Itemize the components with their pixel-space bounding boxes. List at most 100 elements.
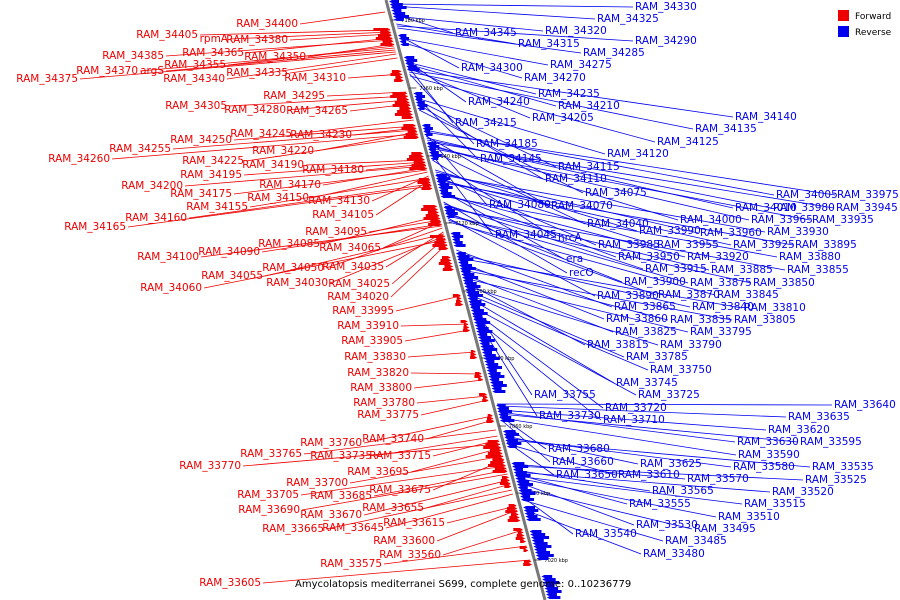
reverse-gene-feature[interactable] [440,195,456,198]
reverse-gene-feature[interactable] [413,92,423,95]
forward-gene-feature[interactable] [423,184,432,187]
gene-label-ram-34310[interactable]: RAM_34310 [284,72,346,84]
forward-gene-feature[interactable] [507,507,518,510]
gene-label-ram-34020[interactable]: RAM_34020 [327,291,389,303]
gene-label-ram-34210[interactable]: RAM_34210 [558,100,620,112]
forward-gene-feature[interactable] [380,31,392,34]
gene-label-ram-33845[interactable]: RAM_33845 [717,289,779,301]
reverse-gene-feature[interactable] [389,0,399,3]
forward-gene-feature[interactable] [508,504,517,507]
forward-gene-feature[interactable] [411,164,427,167]
gene-label-ram-34180[interactable]: RAM_34180 [302,164,364,176]
forward-gene-feature[interactable] [500,479,510,482]
reverse-gene-feature[interactable] [514,474,531,477]
gene-label-ram-34385[interactable]: RAM_34385 [102,50,164,62]
forward-gene-feature[interactable] [421,187,433,190]
reverse-gene-feature[interactable] [488,375,505,378]
reverse-gene-feature[interactable] [471,312,488,315]
reverse-gene-feature[interactable] [466,291,480,294]
gene-label-ram-34365[interactable]: RAM_34365 [182,47,244,59]
reverse-gene-feature[interactable] [391,9,402,12]
gene-label-args[interactable]: argS [140,65,164,77]
reverse-gene-feature[interactable] [496,407,509,410]
reverse-gene-feature[interactable] [427,145,440,148]
reverse-gene-feature[interactable] [485,363,499,366]
reverse-gene-feature[interactable] [430,157,439,160]
forward-gene-feature[interactable] [438,262,453,265]
forward-gene-feature[interactable] [470,353,477,356]
reverse-gene-feature[interactable] [463,282,477,285]
reverse-gene-feature[interactable] [429,151,439,154]
reverse-gene-feature[interactable] [415,98,423,101]
gene-label-ram-33670[interactable]: RAM_33670 [300,509,362,521]
reverse-gene-feature[interactable] [497,410,512,413]
reverse-gene-feature[interactable] [524,512,535,515]
reverse-gene-feature[interactable] [511,462,525,465]
reverse-gene-feature[interactable] [462,276,479,279]
forward-gene-feature[interactable] [523,549,529,552]
reverse-gene-feature[interactable] [469,303,486,306]
reverse-gene-feature[interactable] [492,390,506,393]
gene-label-ram-34070[interactable]: RAM_34070 [551,200,613,212]
forward-gene-feature[interactable] [505,510,519,513]
gene-label-ram-34370[interactable]: RAM_34370 [76,65,138,77]
gene-label-ram-33480[interactable]: RAM_33480 [643,548,705,560]
reverse-gene-feature[interactable] [435,174,447,177]
gene-label-ram-33720[interactable]: RAM_33720 [605,402,667,414]
gene-label-ram-33925[interactable]: RAM_33925 [733,239,795,251]
forward-gene-feature[interactable] [490,461,506,464]
gene-label-ram-34230[interactable]: RAM_34230 [290,129,352,141]
gene-label-ram-34325[interactable]: RAM_34325 [597,13,659,25]
forward-gene-feature[interactable] [407,130,418,133]
reverse-gene-feature[interactable] [426,142,437,145]
gene-label-ram-34065[interactable]: RAM_34065 [319,242,381,254]
forward-gene-feature[interactable] [483,446,502,449]
reverse-gene-feature[interactable] [496,404,506,407]
reverse-gene-feature[interactable] [474,321,491,324]
reverse-gene-feature[interactable] [489,378,500,381]
gene-label-ram-33590[interactable]: RAM_33590 [738,449,800,461]
forward-gene-feature[interactable] [474,375,483,378]
gene-label-ram-33905[interactable]: RAM_33905 [341,335,403,347]
gene-label-ram-34200[interactable]: RAM_34200 [121,180,183,192]
gene-label-ram-33705[interactable]: RAM_33705 [237,489,299,501]
forward-gene-feature[interactable] [409,167,428,170]
gene-label-ram-34060[interactable]: RAM_34060 [140,282,202,294]
forward-gene-feature[interactable] [487,414,493,417]
forward-gene-feature[interactable] [499,482,511,485]
forward-gene-feature[interactable] [463,329,471,332]
gene-label-ram-34195[interactable]: RAM_34195 [180,169,242,181]
gene-label-ram-33700[interactable]: RAM_33700 [286,477,348,489]
gene-label-ram-33765[interactable]: RAM_33765 [240,448,302,460]
gene-label-ram-34380[interactable]: RAM_34380 [226,34,288,46]
gene-label-ram-34160[interactable]: RAM_34160 [125,212,187,224]
gene-label-ram-33695[interactable]: RAM_33695 [347,466,409,478]
reverse-gene-feature[interactable] [517,486,528,489]
forward-gene-feature[interactable] [378,34,392,37]
gene-label-ram-33610[interactable]: RAM_33610 [618,469,680,481]
gene-label-ram-33775[interactable]: RAM_33775 [357,409,419,421]
gene-label-ram-33815[interactable]: RAM_33815 [587,339,649,351]
gene-label-ram-33885[interactable]: RAM_33885 [711,264,773,276]
gene-label-ram-34215[interactable]: RAM_34215 [455,117,517,129]
reverse-gene-feature[interactable] [513,468,523,471]
reverse-gene-feature[interactable] [531,539,544,542]
forward-gene-feature[interactable] [430,220,442,223]
forward-gene-feature[interactable] [456,300,463,303]
reverse-gene-feature[interactable] [445,212,458,215]
forward-gene-feature[interactable] [504,485,512,488]
forward-gene-feature[interactable] [394,79,404,82]
reverse-gene-feature[interactable] [526,518,541,521]
gene-label-ram-33645[interactable]: RAM_33645 [322,522,384,534]
reverse-gene-feature[interactable] [458,261,469,264]
gene-label-ram-33865[interactable]: RAM_33865 [614,301,676,313]
gene-label-ram-33950[interactable]: RAM_33950 [618,251,680,263]
forward-gene-feature[interactable] [492,470,508,473]
reverse-gene-feature[interactable] [470,309,484,312]
gene-label-ram-33755[interactable]: RAM_33755 [534,389,596,401]
gene-label-ram-34100[interactable]: RAM_34100 [137,251,199,263]
forward-gene-feature[interactable] [517,531,524,534]
reverse-gene-feature[interactable] [505,439,518,442]
gene-label-ram-33880[interactable]: RAM_33880 [779,251,841,263]
gene-label-ram-33835[interactable]: RAM_33835 [670,314,732,326]
